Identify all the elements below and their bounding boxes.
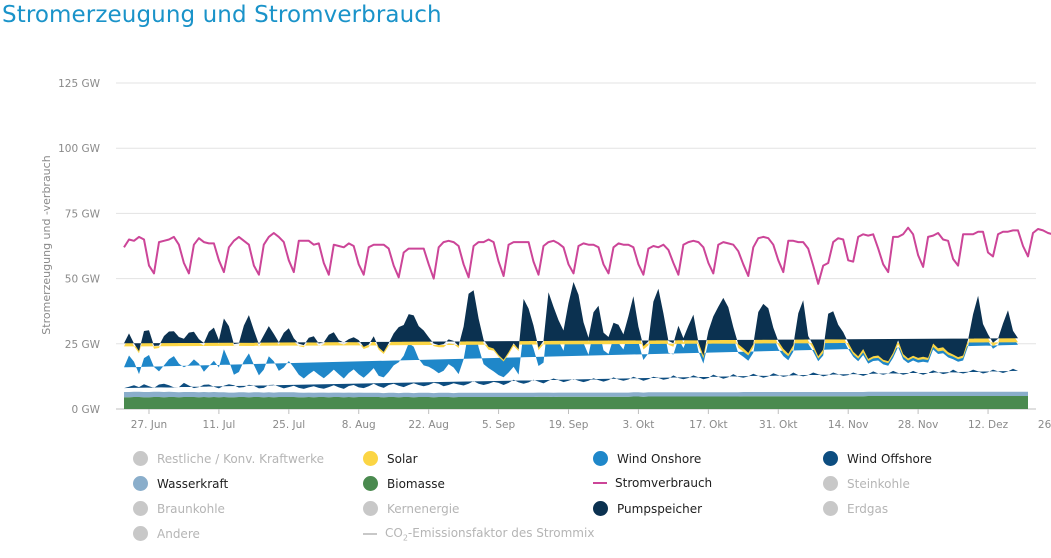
x-tick-label: 12. Dez [968,419,1009,431]
legend-label: Braunkohle [157,501,225,516]
y-tick-label: 50 GW [65,274,101,286]
y-tick-label: 0 GW [71,404,100,416]
x-tick-label: 17. Okt [689,419,728,431]
legend-item[interactable]: Kernenergie [363,501,459,516]
y-tick-label: 125 GW [58,78,101,90]
legend-item[interactable]: Restliche / Konv. Kraftwerke [133,451,324,466]
x-tick-label: 28. Nov [898,419,939,431]
legend-dot-icon [823,501,838,516]
y-tick-label: 25 GW [65,339,101,351]
legend-label: Wasserkraft [157,476,229,491]
legend-label: Pumpspeicher [617,501,703,516]
legend-dot-icon [593,451,608,466]
legend-item[interactable]: CO2-Emissionsfaktor des Strommix [363,526,594,542]
legend-item[interactable]: Biomasse [363,476,445,491]
legend-item[interactable]: Andere [133,526,200,541]
legend-dot-icon [133,451,148,466]
legend-label: Wind Offshore [847,451,932,466]
page-title: Stromerzeugung und Stromverbrauch [2,2,442,28]
legend-item[interactable]: Wind Onshore [593,451,701,466]
legend-item[interactable]: Braunkohle [133,501,225,516]
legend-label: Stromverbrauch [615,476,713,490]
x-tick-label: 26. Dez [1038,419,1051,431]
legend-label: Wind Onshore [617,451,702,466]
x-tick-label: 22. Aug [408,419,449,431]
legend-label: Kernenergie [387,501,460,516]
legend-label: Restliche / Konv. Kraftwerke [157,451,324,466]
legend-dot-icon [133,501,148,516]
legend-dot-icon [363,476,378,491]
legend-dot-icon [133,526,148,541]
x-tick-label: 14. Nov [828,419,869,431]
x-tick-label: 25. Jul [272,419,305,431]
y-tick-label: 75 GW [65,208,101,220]
legend-item[interactable]: Stromverbrauch [593,476,712,490]
legend-line-icon [593,482,607,484]
legend-dot-icon [363,501,378,516]
legend-dot-icon [823,476,838,491]
legend-item[interactable]: Wind Offshore [823,451,932,466]
area-wind-offshore [124,368,1018,389]
legend-dot-icon [823,451,838,466]
area-biomasse [124,396,1028,409]
x-tick-label: 31. Okt [759,419,798,431]
legend-line-icon [363,533,377,536]
legend-label: CO2-Emissionsfaktor des Strommix [385,526,595,543]
legend-label: Andere [157,526,200,541]
legend-item[interactable]: Wasserkraft [133,476,228,491]
legend-dot-icon [593,501,608,516]
x-tick-label: 5. Sep [482,419,515,431]
legend-dot-icon [133,476,148,491]
legend-label: Biomasse [387,476,445,491]
x-tick-label: 8. Aug [342,419,376,431]
line-stromverbrauch [123,226,1051,285]
legend-item[interactable]: Pumpspeicher [593,501,702,516]
x-tick-label: 3. Okt [623,419,655,431]
area-pumpspeicher [124,282,1018,362]
area-wasserkraft [124,391,1028,398]
legend-label: Solar [387,451,418,466]
legend-item[interactable]: Erdgas [823,501,888,516]
x-tick-label: 27. Jun [131,419,167,431]
y-axis-label: Stromerzeugung und -verbrauch [40,155,53,334]
legend-label: Erdgas [847,501,889,516]
y-tick-label: 100 GW [58,143,101,155]
x-tick-label: 11. Jul [203,419,236,431]
x-tick-label: 19. Sep [549,419,589,431]
legend-item[interactable]: Solar [363,451,418,466]
legend-label: Steinkohle [847,476,910,491]
legend-dot-icon [363,451,378,466]
legend-item[interactable]: Steinkohle [823,476,910,491]
